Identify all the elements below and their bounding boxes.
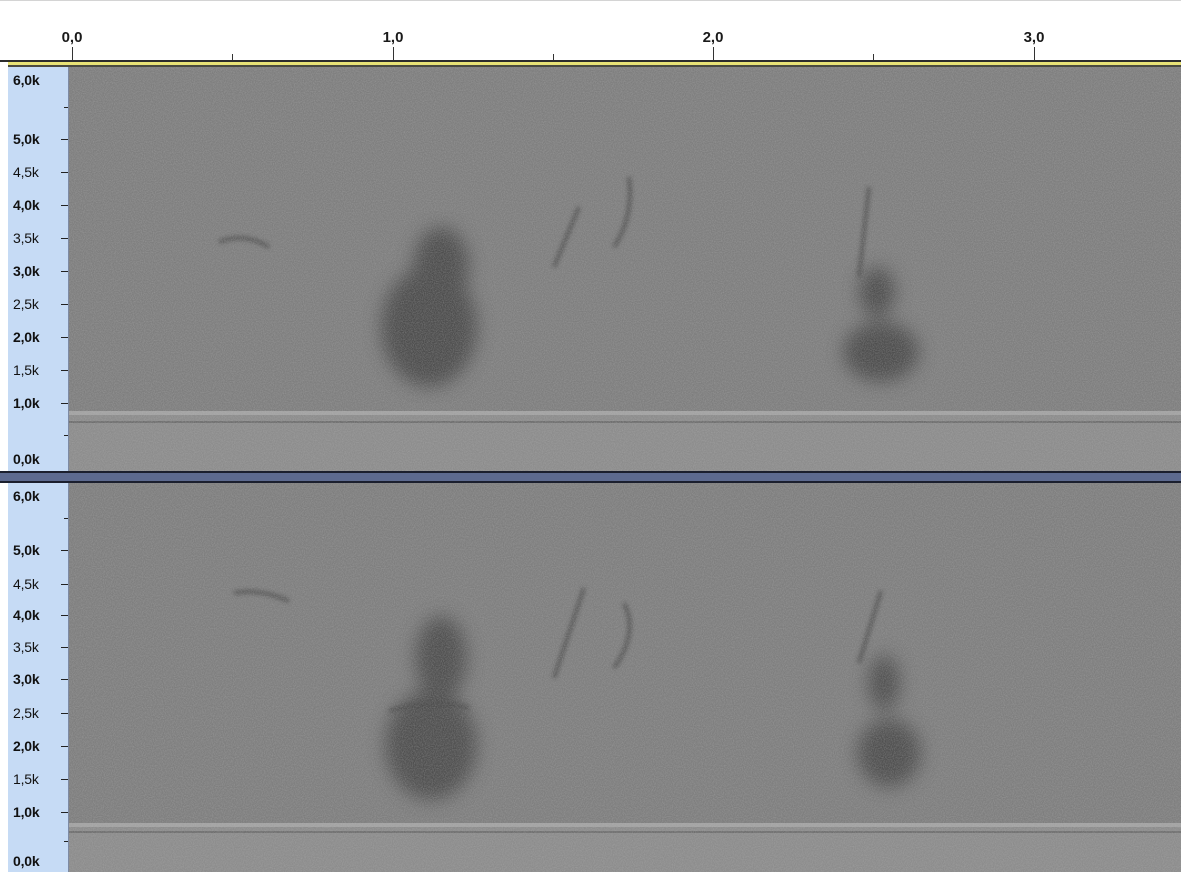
spectrogram-view[interactable] bbox=[69, 67, 1181, 471]
freq-label: 5,0k bbox=[13, 542, 40, 558]
freq-tick bbox=[61, 172, 68, 173]
timeline-major-tick bbox=[1034, 47, 1035, 61]
freq-label: 5,0k bbox=[13, 131, 40, 147]
freq-label: 3,0k bbox=[13, 671, 40, 687]
track-divider[interactable] bbox=[0, 471, 1181, 483]
freq-label: 4,5k bbox=[13, 576, 39, 592]
timeline-label-1: 1,0 bbox=[382, 29, 404, 46]
timeline-minor-tick bbox=[553, 54, 554, 61]
freq-tick bbox=[61, 615, 68, 616]
freq-tick bbox=[61, 550, 68, 551]
freq-tick bbox=[61, 746, 68, 747]
freq-label: 3,5k bbox=[13, 230, 39, 246]
timeline-label-0: 0,0 bbox=[61, 29, 83, 46]
freq-tick bbox=[61, 304, 68, 305]
timeline-ruler[interactable]: 0,0 1,0 2,0 3,0 bbox=[0, 0, 1181, 65]
freq-label: 1,0k bbox=[13, 804, 40, 820]
freq-label: 3,5k bbox=[13, 639, 39, 655]
timeline-major-tick bbox=[72, 47, 73, 61]
spectrogram-view[interactable] bbox=[69, 483, 1181, 872]
freq-tick bbox=[61, 370, 68, 371]
timeline-label-3: 3,0 bbox=[1023, 29, 1045, 46]
freq-tick bbox=[64, 435, 68, 436]
freq-label: 2,0k bbox=[13, 738, 40, 754]
freq-label: 0,0k bbox=[13, 451, 40, 467]
freq-label: 2,5k bbox=[13, 705, 39, 721]
freq-label: 1,0k bbox=[13, 395, 40, 411]
timeline-minor-tick bbox=[232, 54, 233, 61]
freq-tick bbox=[61, 812, 68, 813]
frequency-ruler[interactable]: 6,0k 5,0k 4,5k 4,0k 3,5k 3,0k 2,5k 2,0k … bbox=[8, 67, 69, 471]
track-gutter bbox=[0, 67, 8, 471]
freq-tick bbox=[61, 205, 68, 206]
freq-tick bbox=[61, 403, 68, 404]
freq-label: 2,0k bbox=[13, 329, 40, 345]
timeline-minor-tick bbox=[873, 54, 874, 61]
freq-label: 1,5k bbox=[13, 362, 39, 378]
freq-tick bbox=[61, 271, 68, 272]
freq-tick bbox=[61, 679, 68, 680]
spectrogram-canvas bbox=[69, 67, 1181, 471]
freq-label: 4,0k bbox=[13, 607, 40, 623]
freq-tick bbox=[61, 139, 68, 140]
freq-tick bbox=[61, 647, 68, 648]
track-gutter bbox=[0, 483, 8, 872]
timeline-label-2: 2,0 bbox=[702, 29, 724, 46]
timeline-major-tick bbox=[713, 47, 714, 61]
play-region-bar[interactable] bbox=[8, 62, 1181, 65]
frequency-ruler[interactable]: 6,0k 5,0k 4,5k 4,0k 3,5k 3,0k 2,5k 2,0k … bbox=[8, 483, 69, 872]
freq-tick bbox=[61, 238, 68, 239]
freq-label: 3,0k bbox=[13, 263, 40, 279]
freq-tick bbox=[64, 107, 68, 108]
freq-tick bbox=[61, 779, 68, 780]
freq-tick bbox=[64, 518, 68, 519]
freq-label: 1,5k bbox=[13, 771, 39, 787]
spectrogram-track-2[interactable]: 6,0k 5,0k 4,5k 4,0k 3,5k 3,0k 2,5k 2,0k … bbox=[0, 483, 1181, 872]
freq-label: 2,5k bbox=[13, 296, 39, 312]
freq-tick bbox=[64, 841, 68, 842]
spectrogram-canvas bbox=[69, 483, 1181, 872]
freq-tick bbox=[61, 584, 68, 585]
freq-label: 6,0k bbox=[13, 72, 40, 88]
freq-label: 4,5k bbox=[13, 164, 39, 180]
freq-tick bbox=[61, 337, 68, 338]
spectrogram-track-1[interactable]: 6,0k 5,0k 4,5k 4,0k 3,5k 3,0k 2,5k 2,0k … bbox=[0, 67, 1181, 471]
timeline-baseline bbox=[0, 60, 1181, 62]
freq-label: 6,0k bbox=[13, 488, 40, 504]
freq-tick bbox=[61, 713, 68, 714]
timeline-major-tick bbox=[393, 47, 394, 61]
freq-label: 0,0k bbox=[13, 853, 40, 869]
freq-label: 4,0k bbox=[13, 197, 40, 213]
play-region-edge bbox=[8, 65, 1181, 67]
